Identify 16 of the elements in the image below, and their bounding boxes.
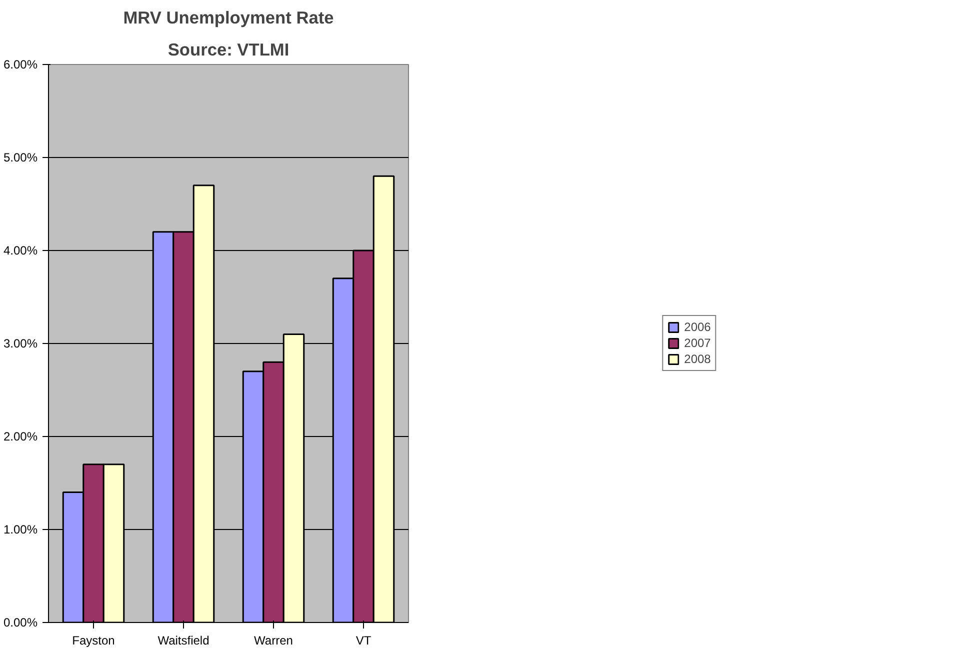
y-tick-label: 4.00% bbox=[3, 244, 38, 258]
chart-subtitle: Source: VTLMI bbox=[168, 40, 290, 60]
y-tick-label: 1.00% bbox=[3, 522, 38, 536]
x-tick-label: Warren bbox=[254, 634, 293, 648]
x-tick-label: VT bbox=[356, 634, 372, 648]
legend-label: 2006 bbox=[684, 320, 711, 334]
legend-label: 2007 bbox=[684, 336, 711, 350]
y-tick-label: 3.00% bbox=[3, 336, 38, 350]
y-tick-label: 5.00% bbox=[3, 150, 38, 164]
y-tick-label: 0.00% bbox=[3, 616, 38, 630]
x-tick-label: Waitsfield bbox=[158, 634, 210, 648]
legend-label: 2008 bbox=[684, 352, 711, 366]
y-tick-label: 2.00% bbox=[3, 430, 38, 444]
chart-title: MRV Unemployment Rate bbox=[123, 8, 334, 28]
x-tick-label: Fayston bbox=[72, 634, 115, 648]
y-tick-label: 6.00% bbox=[3, 58, 38, 72]
